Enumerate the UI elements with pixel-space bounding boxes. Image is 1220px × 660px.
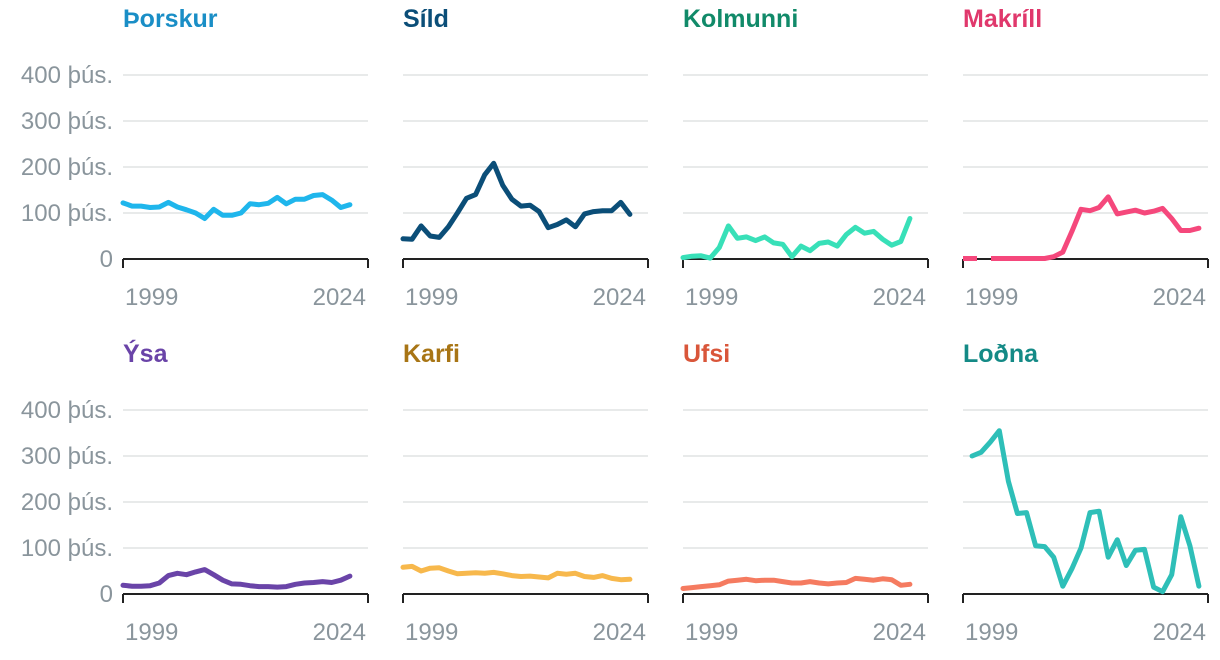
panel-6: Karfi 1999 2024	[400, 340, 649, 646]
series-line	[996, 194, 1202, 261]
y-tick-label: 100 þús.	[21, 535, 113, 562]
panel-8: Loðna 1999 2024	[962, 340, 1209, 646]
y-tick-label: 100 þús.	[21, 200, 113, 227]
panel-title: Ufsi	[683, 340, 730, 368]
panel-5: Ýsa 0 100 þús. 200 þús. 300 þús. 400 þús. 1999…	[21, 338, 369, 646]
x-tick-label: 1999	[125, 284, 178, 311]
panel-2: Síld 1999 2024	[400, 5, 649, 311]
y-tick-label: 200 þús.	[21, 154, 113, 181]
x-tick-label: 2024	[873, 284, 926, 311]
panel-4: Makríll 1999 2024	[962, 5, 1209, 311]
x-tick-label: 2024	[873, 619, 926, 646]
y-tick-label: 0	[100, 581, 113, 608]
x-tick-label: 1999	[685, 619, 738, 646]
y-tick-label: 300 þús.	[21, 108, 113, 135]
panel-title: Loðna	[963, 340, 1039, 368]
x-tick-label: 2024	[1153, 284, 1206, 311]
x-tick-label: 2024	[593, 284, 646, 311]
y-tick-label: 200 þús.	[21, 489, 113, 516]
x-tick-label: 1999	[125, 619, 178, 646]
panel-1: Þorskur 0 100 þús. 200 þús. 300 þús. 400 þús.…	[21, 5, 369, 311]
y-tick-label: 400 þús.	[21, 397, 113, 424]
panel-3: Kolmunni 1999 2024	[680, 5, 929, 311]
panel-title: Karfi	[403, 340, 460, 368]
series-line	[120, 567, 353, 590]
x-tick-label: 1999	[405, 619, 458, 646]
x-tick-label: 1999	[685, 284, 738, 311]
series-line	[120, 192, 353, 221]
x-tick-label: 2024	[313, 619, 366, 646]
x-tick-label: 2024	[313, 284, 366, 311]
y-tick-label: 300 þús.	[21, 443, 113, 470]
x-tick-label: 1999	[965, 619, 1018, 646]
series-line	[969, 428, 1202, 595]
x-tick-label: 1999	[965, 284, 1018, 311]
y-tick-label: 0	[100, 246, 113, 273]
panel-title: Síld	[403, 5, 449, 33]
panel-title: Ýsa	[123, 338, 169, 368]
series-line	[400, 160, 633, 242]
panel-title: Þorskur	[123, 5, 218, 33]
series-line	[680, 216, 913, 261]
panel-7: Ufsi 1999 2024	[680, 340, 929, 646]
x-tick-label: 2024	[1153, 619, 1206, 646]
panel-title: Makríll	[963, 5, 1042, 33]
series-line	[680, 575, 913, 591]
x-tick-label: 2024	[593, 619, 646, 646]
x-tick-label: 1999	[405, 284, 458, 311]
panel-title: Kolmunni	[683, 5, 798, 33]
y-tick-label: 400 þús.	[21, 62, 113, 89]
series-line	[400, 563, 633, 583]
